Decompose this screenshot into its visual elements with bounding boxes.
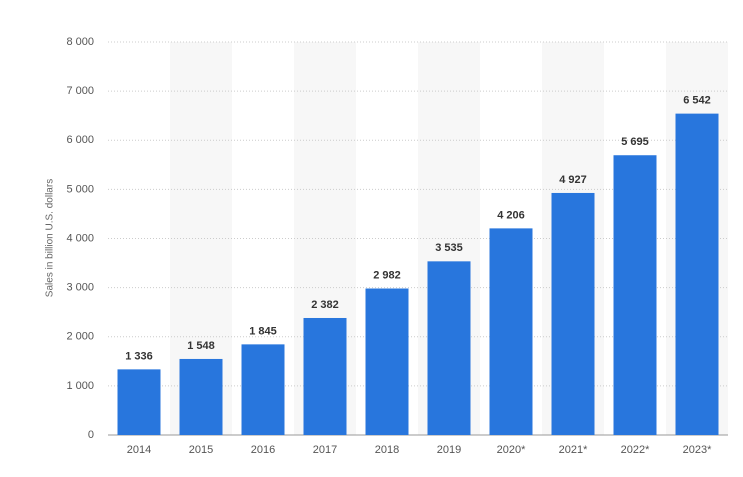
value-label: 1 548 [187, 340, 215, 352]
y-tick-label: 6 000 [66, 134, 94, 146]
x-tick-label: 2020* [497, 444, 526, 456]
bar [489, 228, 533, 435]
y-tick-label: 1 000 [66, 380, 94, 392]
y-axis-label: Sales in billion U.S. dollars [45, 179, 56, 297]
x-tick-label: 2015 [189, 444, 213, 456]
x-tick-label: 2017 [313, 444, 337, 456]
value-label: 6 542 [683, 95, 711, 107]
value-label: 3 535 [435, 242, 463, 254]
value-label: 2 982 [373, 269, 401, 281]
bar [179, 358, 223, 435]
bar [675, 113, 719, 435]
value-label: 4 206 [497, 209, 525, 221]
y-tick-label: 0 [88, 429, 94, 441]
x-tick-label: 2016 [251, 444, 275, 456]
y-tick-label: 7 000 [66, 85, 94, 97]
bar [117, 369, 161, 435]
bar [427, 261, 471, 435]
y-tick-label: 3 000 [66, 282, 94, 294]
bar [365, 288, 409, 435]
x-tick-label: 2023* [683, 444, 712, 456]
x-tick-label: 2021* [559, 444, 588, 456]
value-label: 5 695 [621, 136, 649, 148]
value-label: 1 336 [125, 350, 153, 362]
value-label: 1 845 [249, 325, 277, 337]
bar [613, 155, 657, 435]
y-tick-label: 8 000 [66, 36, 94, 48]
x-tick-label: 2014 [127, 444, 151, 456]
bar [303, 317, 347, 435]
bar [551, 192, 595, 435]
x-tick-label: 2019 [437, 444, 461, 456]
x-tick-label: 2022* [621, 444, 650, 456]
x-tick-label: 2018 [375, 444, 399, 456]
bar [241, 344, 285, 435]
value-label: 2 382 [311, 299, 339, 311]
y-tick-label: 5 000 [66, 183, 94, 195]
y-tick-label: 4 000 [66, 232, 94, 244]
value-label: 4 927 [559, 174, 587, 186]
y-tick-label: 2 000 [66, 331, 94, 343]
